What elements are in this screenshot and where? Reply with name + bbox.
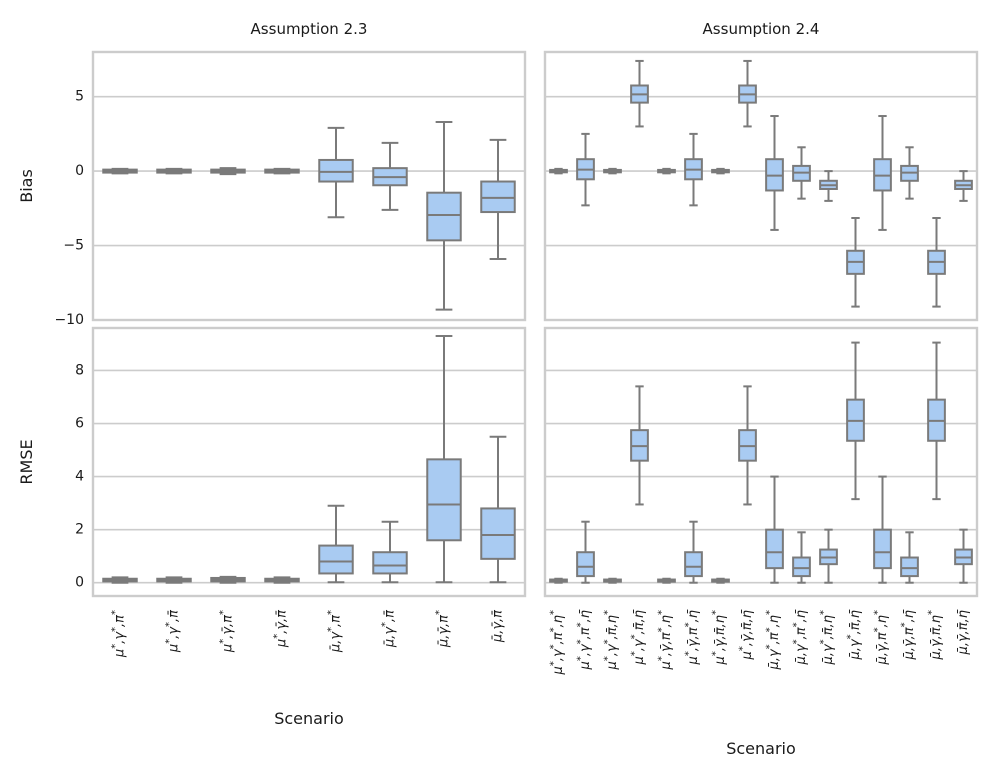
xtick-label-3-3: μ*,γ*,π̄,η̄ xyxy=(629,609,647,665)
xtick-label-2-4: μ̄,γ*,π* xyxy=(326,610,344,653)
box-p2-b6 xyxy=(426,458,462,542)
ytick-label-2-3: 6 xyxy=(75,416,84,432)
ylabel-2: RMSE xyxy=(17,439,36,484)
ytick-label-0-0: −10 xyxy=(54,312,84,328)
box-p0-b7 xyxy=(480,180,516,214)
panel-frame-0 xyxy=(91,50,527,322)
xtick-label-3-12: μ̄,γ̄,π*,η* xyxy=(872,610,890,665)
xtick-label-3-6: μ*,γ̄,π̄,η* xyxy=(710,610,728,665)
ytick-label-0-1: −5 xyxy=(63,238,84,254)
box-p3-b1 xyxy=(576,551,595,578)
ytick-label-2-4: 8 xyxy=(75,362,84,378)
xtick-label-3-15: μ̄,γ̄,π̄,η̄ xyxy=(956,609,971,655)
panel-title-1: Assumption 2.4 xyxy=(703,20,820,38)
xtick-label-3-8: μ̄,γ*,π*,η* xyxy=(764,610,782,670)
ytick-label-2-1: 2 xyxy=(75,522,84,538)
xtick-label-3-4: μ*,γ̄,π*,η* xyxy=(656,610,674,670)
box-p3-b13 xyxy=(900,556,919,578)
xtick-label-3-2: μ*,γ*,π̄,η* xyxy=(602,610,620,670)
xtick-label-3-0: μ*,γ*,π*,η* xyxy=(548,610,566,675)
box-p3-b8 xyxy=(765,528,784,570)
ytick-label-2-2: 4 xyxy=(75,469,84,485)
xtick-label-2-3: μ*,γ̄,π̄ xyxy=(272,610,290,648)
xtick-label-2-7: μ̄,γ̄,π̄ xyxy=(491,610,506,643)
xtick-label-2-0: μ*,γ*,π* xyxy=(110,610,128,658)
ytick-label-0-3: 5 xyxy=(75,89,84,105)
panel-title-0: Assumption 2.3 xyxy=(251,20,368,38)
xtick-label-3-10: μ̄,γ*,π̄,η* xyxy=(818,610,836,665)
xtick-label-2-1: μ*,γ*,π̄ xyxy=(164,610,182,653)
xtick-label-3-5: μ*,γ̄,π*,η̄ xyxy=(683,609,701,665)
xtick-label-3-14: μ̄,γ̄,π̄,η* xyxy=(926,610,944,660)
xtick-label-3-9: μ̄,γ*,π*,η̄ xyxy=(791,609,809,665)
box-p2-b4 xyxy=(318,544,354,575)
box-p3-b9 xyxy=(792,556,811,578)
box-p3-b5 xyxy=(684,551,703,578)
xtick-label-3-1: μ*,γ*,π*,η̄ xyxy=(575,609,593,670)
xtick-label-2-5: μ̄,γ*,π̄ xyxy=(380,610,398,648)
xtick-label-3-11: μ̄,γ*,π̄,η̄ xyxy=(845,609,863,660)
box-p2-b7 xyxy=(480,507,516,560)
panel-frame-1 xyxy=(543,50,979,322)
figure-xlabel-right: Scenario xyxy=(726,739,796,758)
xtick-label-2-6: μ̄,γ̄,π* xyxy=(434,610,452,648)
ytick-label-0-2: 0 xyxy=(75,163,84,179)
box-p0-b6 xyxy=(426,191,462,242)
ylabel-0: Bias xyxy=(17,169,36,203)
panel-frame-2 xyxy=(91,326,527,598)
box-p2-b5 xyxy=(372,551,408,575)
xtick-label-3-13: μ̄,γ̄,π*,η̄ xyxy=(899,609,917,660)
xtick-label-2-2: μ*,γ̄,π* xyxy=(218,610,236,653)
figure-xlabel-left: Scenario xyxy=(274,709,344,728)
ytick-label-2-0: 0 xyxy=(75,575,84,591)
box-p3-b12 xyxy=(873,528,892,570)
xtick-label-3-7: μ*,γ̄,π̄,η̄ xyxy=(737,609,755,660)
panel-frame-3 xyxy=(543,326,979,598)
box-p0-b4 xyxy=(318,158,354,183)
